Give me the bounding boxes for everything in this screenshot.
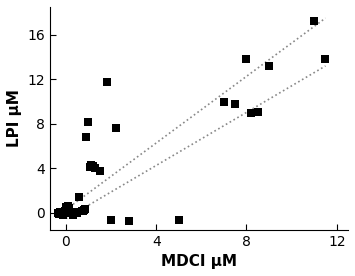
Point [126, 219, 132, 223]
Point [266, 64, 272, 68]
Point [74, 211, 80, 215]
Point [70, 213, 76, 217]
Point [64, 205, 69, 209]
Point [248, 110, 254, 115]
Point [69, 211, 75, 215]
Point [244, 57, 249, 62]
Point [63, 207, 69, 212]
Point [58, 210, 63, 214]
Point [87, 165, 92, 169]
Point [61, 211, 66, 215]
Point [66, 206, 72, 211]
Point [233, 102, 238, 106]
Point [64, 209, 70, 214]
Point [80, 208, 86, 213]
Point [221, 99, 227, 104]
Point [92, 166, 98, 171]
Point [88, 163, 94, 167]
Point [97, 168, 103, 173]
X-axis label: MDCI μM: MDCI μM [161, 254, 237, 269]
Point [113, 126, 119, 131]
Point [60, 213, 65, 217]
Point [86, 120, 91, 124]
Y-axis label: LPI μM: LPI μM [7, 89, 22, 147]
Point [311, 19, 317, 24]
Point [55, 211, 61, 215]
Point [323, 57, 328, 62]
Point [77, 195, 82, 200]
Point [108, 217, 114, 222]
Point [65, 204, 71, 208]
Point [81, 207, 87, 212]
Point [79, 209, 84, 213]
Point [83, 135, 89, 139]
Point [72, 210, 78, 214]
Point [255, 109, 261, 114]
Point [67, 209, 73, 214]
Point [56, 212, 62, 216]
Point [62, 208, 67, 213]
Point [59, 209, 64, 214]
Point [104, 79, 109, 84]
Point [176, 217, 182, 222]
Point [90, 164, 96, 168]
Point [82, 207, 88, 211]
